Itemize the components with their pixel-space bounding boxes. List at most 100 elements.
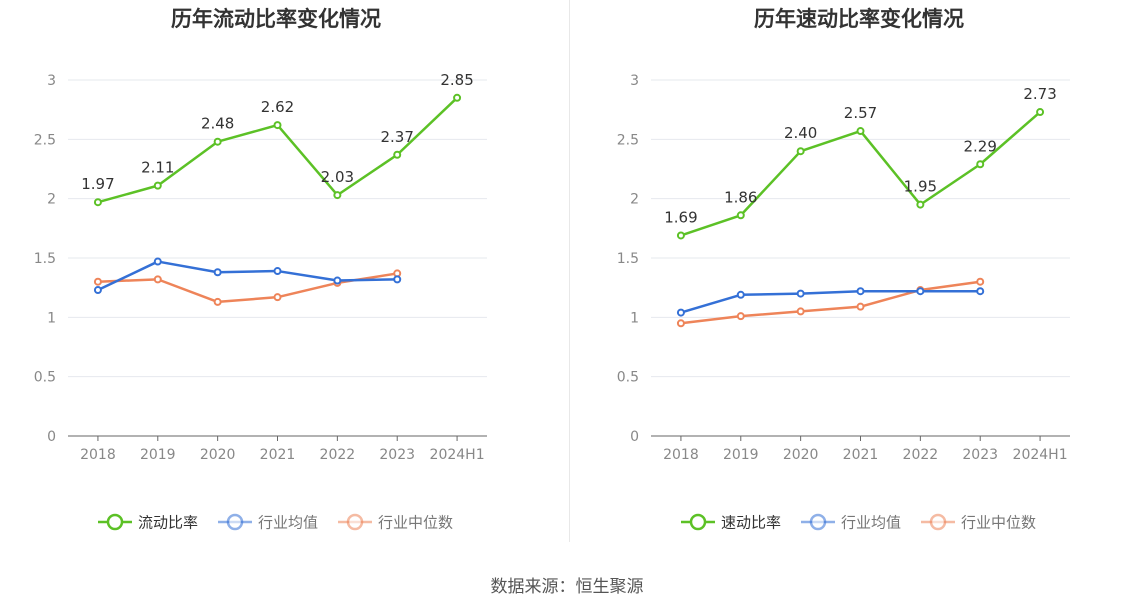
series-industry-avg <box>676 287 985 317</box>
chart-legend: 速动比率 行业均值 行业中位数 <box>681 514 1036 532</box>
data-point <box>333 191 342 200</box>
data-point <box>213 137 222 146</box>
legend-marker <box>809 513 827 531</box>
data-label: 1.69 <box>664 208 697 226</box>
x-tick-label: 2018 <box>80 447 116 463</box>
data-label: 2.48 <box>201 115 234 133</box>
x-tick-label: 2020 <box>200 447 236 463</box>
legend-marker <box>346 513 364 531</box>
data-point <box>676 231 685 240</box>
data-point <box>796 147 805 156</box>
chart-title: 历年速动比率变化情况 <box>754 7 964 31</box>
series-industry-avg <box>93 257 402 295</box>
legend-marker <box>226 513 244 531</box>
y-tick-label: 2 <box>47 192 56 208</box>
data-label: 2.29 <box>964 137 997 155</box>
data-point <box>453 93 462 102</box>
data-point <box>796 289 805 298</box>
data-label: 2.62 <box>261 98 294 116</box>
y-tick-label: 3 <box>630 73 639 89</box>
series-line <box>680 280 981 325</box>
chart-panel-2: 历年速动比率变化情况 0 0.5 1 1.5 2 2.5 3 2018 2019 2020 2021 2… <box>617 7 1070 532</box>
data-point <box>916 287 925 296</box>
data-point <box>736 312 745 321</box>
data-point <box>976 287 985 296</box>
chart-panel-1: 历年流动比率变化情况 0 0.5 1 1.5 2 2.5 3 2018 2019 2020 2021 2… <box>34 7 487 532</box>
y-tick-label: 2 <box>630 192 639 208</box>
y-tick-label: 1.5 <box>617 251 639 267</box>
x-tick-label: 2019 <box>140 447 176 463</box>
data-source-text: 数据来源：恒生聚源 <box>490 577 644 597</box>
y-tick-label: 0.5 <box>34 370 56 386</box>
legend-marker <box>929 513 947 531</box>
series-line <box>680 289 981 314</box>
y-tick-label: 0.5 <box>617 370 639 386</box>
data-label: 2.57 <box>844 104 877 122</box>
data-label: 2.40 <box>784 124 817 142</box>
series-primary: 1.69 1.86 2.40 2.57 1.95 2.29 2.73 <box>664 85 1057 240</box>
data-point <box>976 160 985 169</box>
x-tick-label: 2024H1 <box>430 447 485 463</box>
data-point <box>273 267 282 276</box>
legend-label: 速动比率 <box>721 514 781 532</box>
data-point <box>736 290 745 299</box>
y-tick-label: 3 <box>47 73 56 89</box>
x-tick-label: 2024H1 <box>1013 447 1068 463</box>
data-point <box>856 302 865 311</box>
x-tick-label: 2021 <box>260 447 296 463</box>
data-point <box>333 276 342 285</box>
legend-item: 行业均值 <box>801 514 901 532</box>
data-point <box>676 308 685 317</box>
y-tick-label: 2.5 <box>617 132 639 148</box>
data-point <box>676 319 685 328</box>
y-tick-label: 0 <box>47 429 56 445</box>
data-label: 1.95 <box>904 178 937 196</box>
data-label: 2.03 <box>321 168 354 186</box>
legend-marker <box>106 513 124 531</box>
data-point <box>273 293 282 302</box>
data-point <box>93 286 102 295</box>
data-point <box>916 200 925 209</box>
x-tick-label: 2023 <box>379 447 415 463</box>
series-industry-median <box>676 277 985 328</box>
data-point <box>153 257 162 266</box>
data-label: 1.86 <box>724 188 757 206</box>
y-tick-label: 1 <box>630 310 639 326</box>
legend-label: 行业中位数 <box>961 514 1036 532</box>
series-line <box>97 272 398 304</box>
x-tick-label: 2023 <box>962 447 998 463</box>
legend-item: 行业中位数 <box>338 514 453 532</box>
legend-label: 流动比率 <box>138 514 198 532</box>
x-tick-label: 2021 <box>843 447 879 463</box>
data-label: 2.11 <box>141 159 174 177</box>
data-point <box>213 297 222 306</box>
chart-title: 历年流动比率变化情况 <box>171 7 381 31</box>
chart-legend: 流动比率 行业均值 行业中位数 <box>98 514 453 532</box>
legend-item: 行业中位数 <box>921 514 1036 532</box>
data-point <box>153 181 162 190</box>
y-tick-label: 1.5 <box>34 251 56 267</box>
data-point <box>153 275 162 284</box>
panel-divider <box>569 0 570 542</box>
data-label: 1.97 <box>81 175 114 193</box>
legend-item: 速动比率 <box>681 514 781 532</box>
x-tick-label: 2019 <box>723 447 759 463</box>
data-point <box>273 121 282 130</box>
y-tick-label: 0 <box>630 429 639 445</box>
data-point <box>736 211 745 220</box>
data-point <box>393 275 402 284</box>
data-point <box>796 307 805 316</box>
x-tick-label: 2018 <box>663 447 699 463</box>
data-label: 2.73 <box>1023 85 1056 103</box>
data-point <box>393 150 402 159</box>
x-tick-label: 2020 <box>783 447 819 463</box>
legend-label: 行业均值 <box>258 514 318 532</box>
data-label: 2.85 <box>440 71 473 89</box>
data-point <box>856 287 865 296</box>
data-point <box>93 198 102 207</box>
data-point <box>1036 108 1045 117</box>
series-primary: 1.97 2.11 2.48 2.62 2.03 2.37 2.85 <box>81 71 474 207</box>
legend-label: 行业均值 <box>841 514 901 532</box>
data-point <box>856 127 865 136</box>
